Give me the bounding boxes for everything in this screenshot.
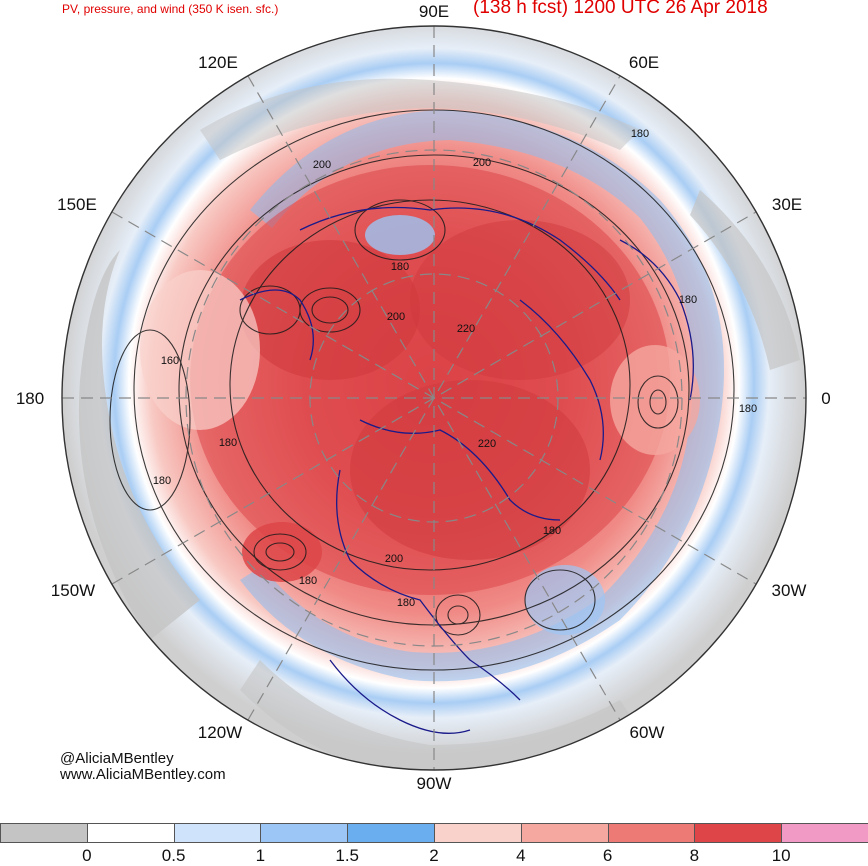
colorbar-swatch xyxy=(694,823,783,843)
forecast-time-title: (138 h fcst) 1200 UTC 26 Apr 2018 xyxy=(473,0,768,18)
colorbar-swatch xyxy=(347,823,435,843)
colorbar-label: 1 xyxy=(255,846,266,865)
lon-label-150w: 150W xyxy=(51,581,95,600)
polar-stereographic-map: 90E 60E 30E 0 30W 60W 90W 120W 150W 180 … xyxy=(16,2,831,793)
credit-handle: @AliciaMBentley xyxy=(60,750,174,767)
contour-label: 180 xyxy=(631,128,649,140)
lon-label-90e: 90E xyxy=(419,2,449,21)
colorbar-swatch xyxy=(781,823,868,843)
colorbar-label: 6 xyxy=(602,846,613,865)
contour-label: 220 xyxy=(457,323,475,335)
colorbar-label: 0.5 xyxy=(161,846,186,865)
colorbar-swatch xyxy=(607,823,696,843)
contour-label: 200 xyxy=(387,311,405,323)
lon-label-120e: 120E xyxy=(198,53,238,72)
contour-label: 220 xyxy=(478,438,496,450)
lon-label-30w: 30W xyxy=(772,581,807,600)
colorbar-label: 4 xyxy=(516,846,526,865)
colorbar-swatch xyxy=(86,823,175,843)
contour-label: 180 xyxy=(679,294,697,306)
map-title: PV, pressure, and wind (350 K isen. sfc.… xyxy=(62,2,279,16)
contour-label: 180 xyxy=(543,525,561,537)
contour-label: 200 xyxy=(385,553,403,565)
map-boundary xyxy=(61,25,807,771)
lon-label-60e: 60E xyxy=(629,53,659,72)
lon-label-120w: 120W xyxy=(198,723,242,742)
colorbar-swatch xyxy=(173,823,262,843)
colorbar-swatch xyxy=(434,823,522,843)
contour-label: 200 xyxy=(473,157,491,169)
credit-website: www.AliciaMBentley.com xyxy=(60,766,226,783)
lon-label-150e: 150E xyxy=(57,195,97,214)
contour-label: 180 xyxy=(299,575,317,587)
colorbar-label: 1.5 xyxy=(335,846,360,865)
lon-label-0: 0 xyxy=(821,389,830,408)
contour-label: 180 xyxy=(739,403,757,415)
colorbar-label: 0 xyxy=(82,846,92,865)
colorbar-swatch xyxy=(0,823,88,843)
lon-label-30e: 30E xyxy=(772,195,802,214)
contour-label: 160 xyxy=(161,355,179,367)
lon-label-180: 180 xyxy=(16,389,44,408)
colorbar-label: 10 xyxy=(771,846,791,865)
contour-label: 180 xyxy=(391,261,409,273)
graticule xyxy=(62,26,806,770)
contour-label: 180 xyxy=(219,437,237,449)
lon-label-60w: 60W xyxy=(630,723,665,742)
colorbar-swatch xyxy=(520,823,609,843)
contour-label: 200 xyxy=(313,159,331,171)
colorbar-label: 2 xyxy=(429,846,439,865)
contour-label: 180 xyxy=(397,597,415,609)
pv-colorbar xyxy=(0,823,868,843)
contour-label: 180 xyxy=(153,475,171,487)
colorbar-swatch xyxy=(260,823,349,843)
colorbar-label: 8 xyxy=(689,846,700,865)
lon-label-90w: 90W xyxy=(417,774,452,793)
